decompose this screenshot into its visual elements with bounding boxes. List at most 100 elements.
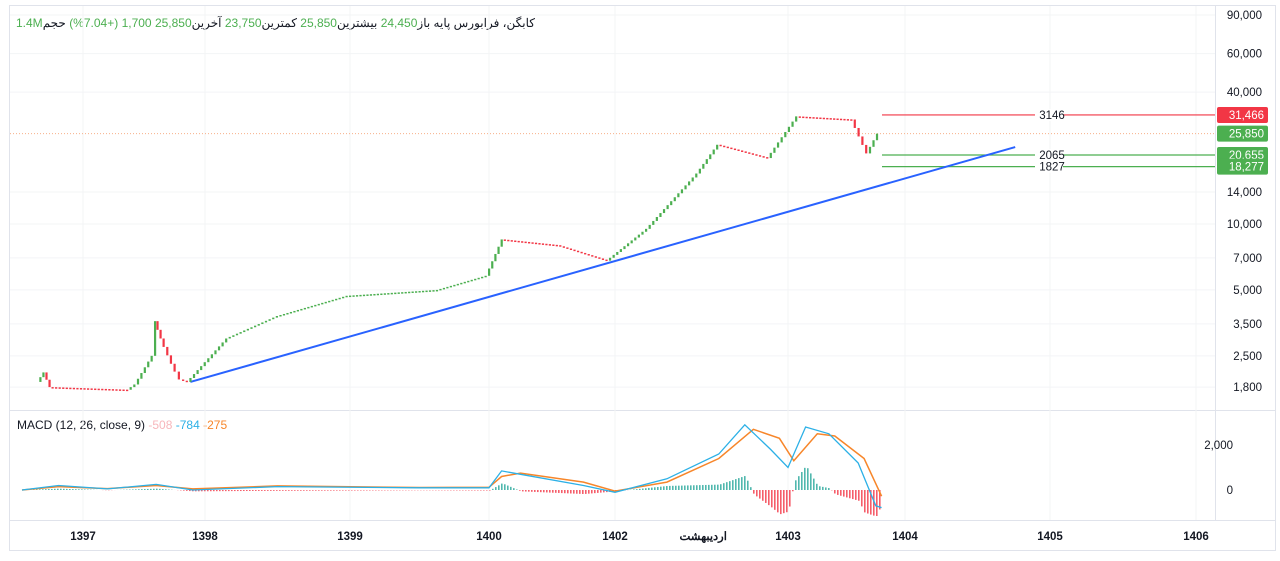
macd-histogram-bar — [243, 490, 245, 492]
macd-histogram-bar — [492, 488, 494, 490]
candle — [196, 370, 199, 375]
candle — [143, 367, 146, 374]
macd-histogram-bar — [783, 490, 785, 514]
macd-histogram-bar — [798, 476, 800, 490]
macd-histogram-bar — [228, 490, 230, 492]
candle — [177, 371, 180, 380]
level-price-tag — [1217, 158, 1268, 175]
candle — [275, 316, 278, 318]
macd-histogram-bar — [60, 488, 62, 490]
candle — [246, 328, 249, 331]
candle — [425, 290, 428, 293]
candle — [853, 119, 856, 128]
macd-histogram-bar — [594, 490, 596, 494]
macd-histogram-bar — [525, 490, 527, 492]
candle — [394, 292, 397, 295]
macd-histogram-bar — [687, 485, 689, 490]
macd-histogram-bar — [279, 490, 281, 491]
candle — [798, 116, 801, 118]
candle — [545, 243, 548, 246]
macd-histogram-bar — [714, 484, 716, 490]
candle — [169, 355, 173, 364]
macd-tick-label: 2,000 — [1204, 440, 1233, 452]
candle — [159, 329, 162, 339]
candle — [716, 144, 719, 150]
macd-histogram-bar — [828, 488, 830, 490]
macd-histogram-bar — [183, 490, 185, 491]
x-tick-label: 1406 — [1183, 531, 1209, 543]
candle — [185, 380, 188, 383]
candle — [126, 389, 129, 392]
macd-name: MACD (12, 26, close, 9) — [17, 418, 146, 432]
candle — [349, 295, 352, 298]
macd-histogram-bar — [645, 488, 647, 490]
candle — [366, 294, 369, 296]
candle — [626, 243, 630, 247]
macd-histogram-bar — [135, 489, 137, 490]
candle — [418, 291, 421, 293]
macd-histogram-bar — [165, 489, 167, 490]
open-value: 24,450 — [380, 16, 418, 30]
macd-histogram-bar — [210, 490, 212, 492]
candle — [235, 333, 239, 336]
candle — [108, 389, 111, 391]
macd-histogram-bar — [852, 490, 854, 500]
macd-histogram-bar — [267, 490, 269, 491]
macd-histogram-bar — [288, 490, 290, 491]
high-label: بیشترین — [336, 16, 378, 30]
candle — [228, 336, 231, 339]
candle — [503, 239, 506, 241]
candle — [812, 117, 815, 119]
macd-histogram-bar — [726, 482, 728, 490]
candle — [836, 118, 839, 121]
candle — [619, 249, 622, 252]
macd-histogram-bar — [735, 479, 737, 490]
candle — [755, 154, 758, 156]
macd-histogram-bar — [153, 488, 155, 490]
macd-histogram-bar — [810, 473, 812, 490]
macd-value: -784 — [175, 418, 200, 432]
macd-histogram-bar — [54, 488, 56, 490]
candle — [257, 324, 260, 326]
macd-histogram-bar — [732, 480, 734, 490]
macd-histogram-bar — [318, 490, 320, 491]
macd-histogram-bar — [489, 490, 491, 491]
macd-histogram-bar — [72, 489, 74, 490]
current-price-label: 25,850 — [1229, 129, 1264, 141]
candle — [623, 246, 626, 250]
candle — [751, 153, 754, 155]
candle — [769, 152, 772, 159]
level-diff-label: 1827 — [1039, 162, 1065, 174]
macd-histogram-bar — [633, 489, 635, 490]
macd-histogram-bar — [702, 485, 704, 490]
macd-histogram-bar — [150, 488, 152, 490]
candle — [250, 327, 253, 329]
macd-histogram-bar — [246, 490, 248, 492]
candle — [324, 301, 327, 304]
macd-histogram-bar — [342, 490, 344, 491]
macd-histogram-bar — [195, 490, 197, 492]
macd-histogram-bar — [234, 490, 236, 492]
candle — [94, 388, 97, 391]
candle — [698, 168, 701, 174]
candle — [411, 291, 414, 293]
y-tick-label: 60,000 — [1227, 49, 1262, 61]
macd-histogram-bar — [360, 490, 362, 491]
candle — [79, 388, 83, 390]
macd-histogram-bar — [651, 487, 653, 490]
candle — [69, 387, 72, 390]
close-label: آخرین — [191, 16, 222, 30]
candle — [709, 154, 712, 160]
candle — [331, 299, 334, 302]
candle — [758, 155, 762, 157]
candle — [569, 248, 573, 251]
macd-histogram-bar — [333, 490, 335, 491]
candle — [857, 127, 860, 137]
macd-histogram-bar — [345, 490, 347, 491]
x-tick-label: 1400 — [476, 531, 502, 543]
macd-histogram-bar — [255, 490, 257, 491]
macd-histogram-bar — [801, 472, 803, 490]
macd-histogram-bar — [204, 490, 206, 492]
macd-histogram-bar — [861, 490, 863, 507]
